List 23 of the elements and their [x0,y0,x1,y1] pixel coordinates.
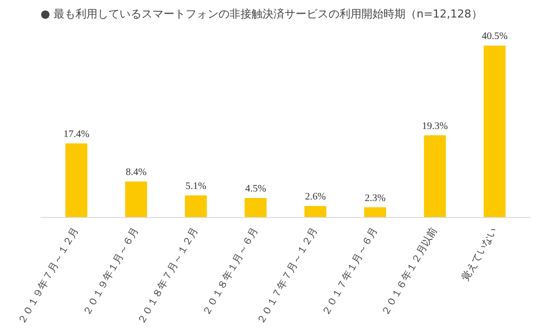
bar [424,135,446,218]
data-label: 40.5% [482,31,508,42]
data-label: 2.3% [364,192,386,204]
bar [304,206,326,218]
x-tick-label: ２０１９年７月～１２月 [16,225,82,327]
data-label: 2.6% [304,191,326,202]
x-tick-label: ２０１９年１月～６月 [80,225,141,318]
bar [364,207,386,218]
data-label: 4.5% [245,183,266,194]
bar [184,195,207,218]
chart-title: ● 最も利用しているスマートフォンの非接触決済サービスの利用開始時期（n=12,128） [40,8,482,20]
data-label: 19.3% [422,120,448,132]
x-tick-label: ２０１７年１月～６月 [320,225,380,318]
data-label: 5.1% [185,180,206,192]
x-tick-label: ２０１８年１月～６月 [200,225,260,318]
bar [484,46,506,218]
bar [125,181,148,218]
bar [244,198,267,218]
bar [65,143,88,218]
data-label: 17.4% [63,128,90,140]
data-label: 8.4% [126,166,147,178]
x-tick-label: ２０１６年１２月以前 [379,225,440,318]
x-tick-label: 覚えていない [459,225,500,284]
